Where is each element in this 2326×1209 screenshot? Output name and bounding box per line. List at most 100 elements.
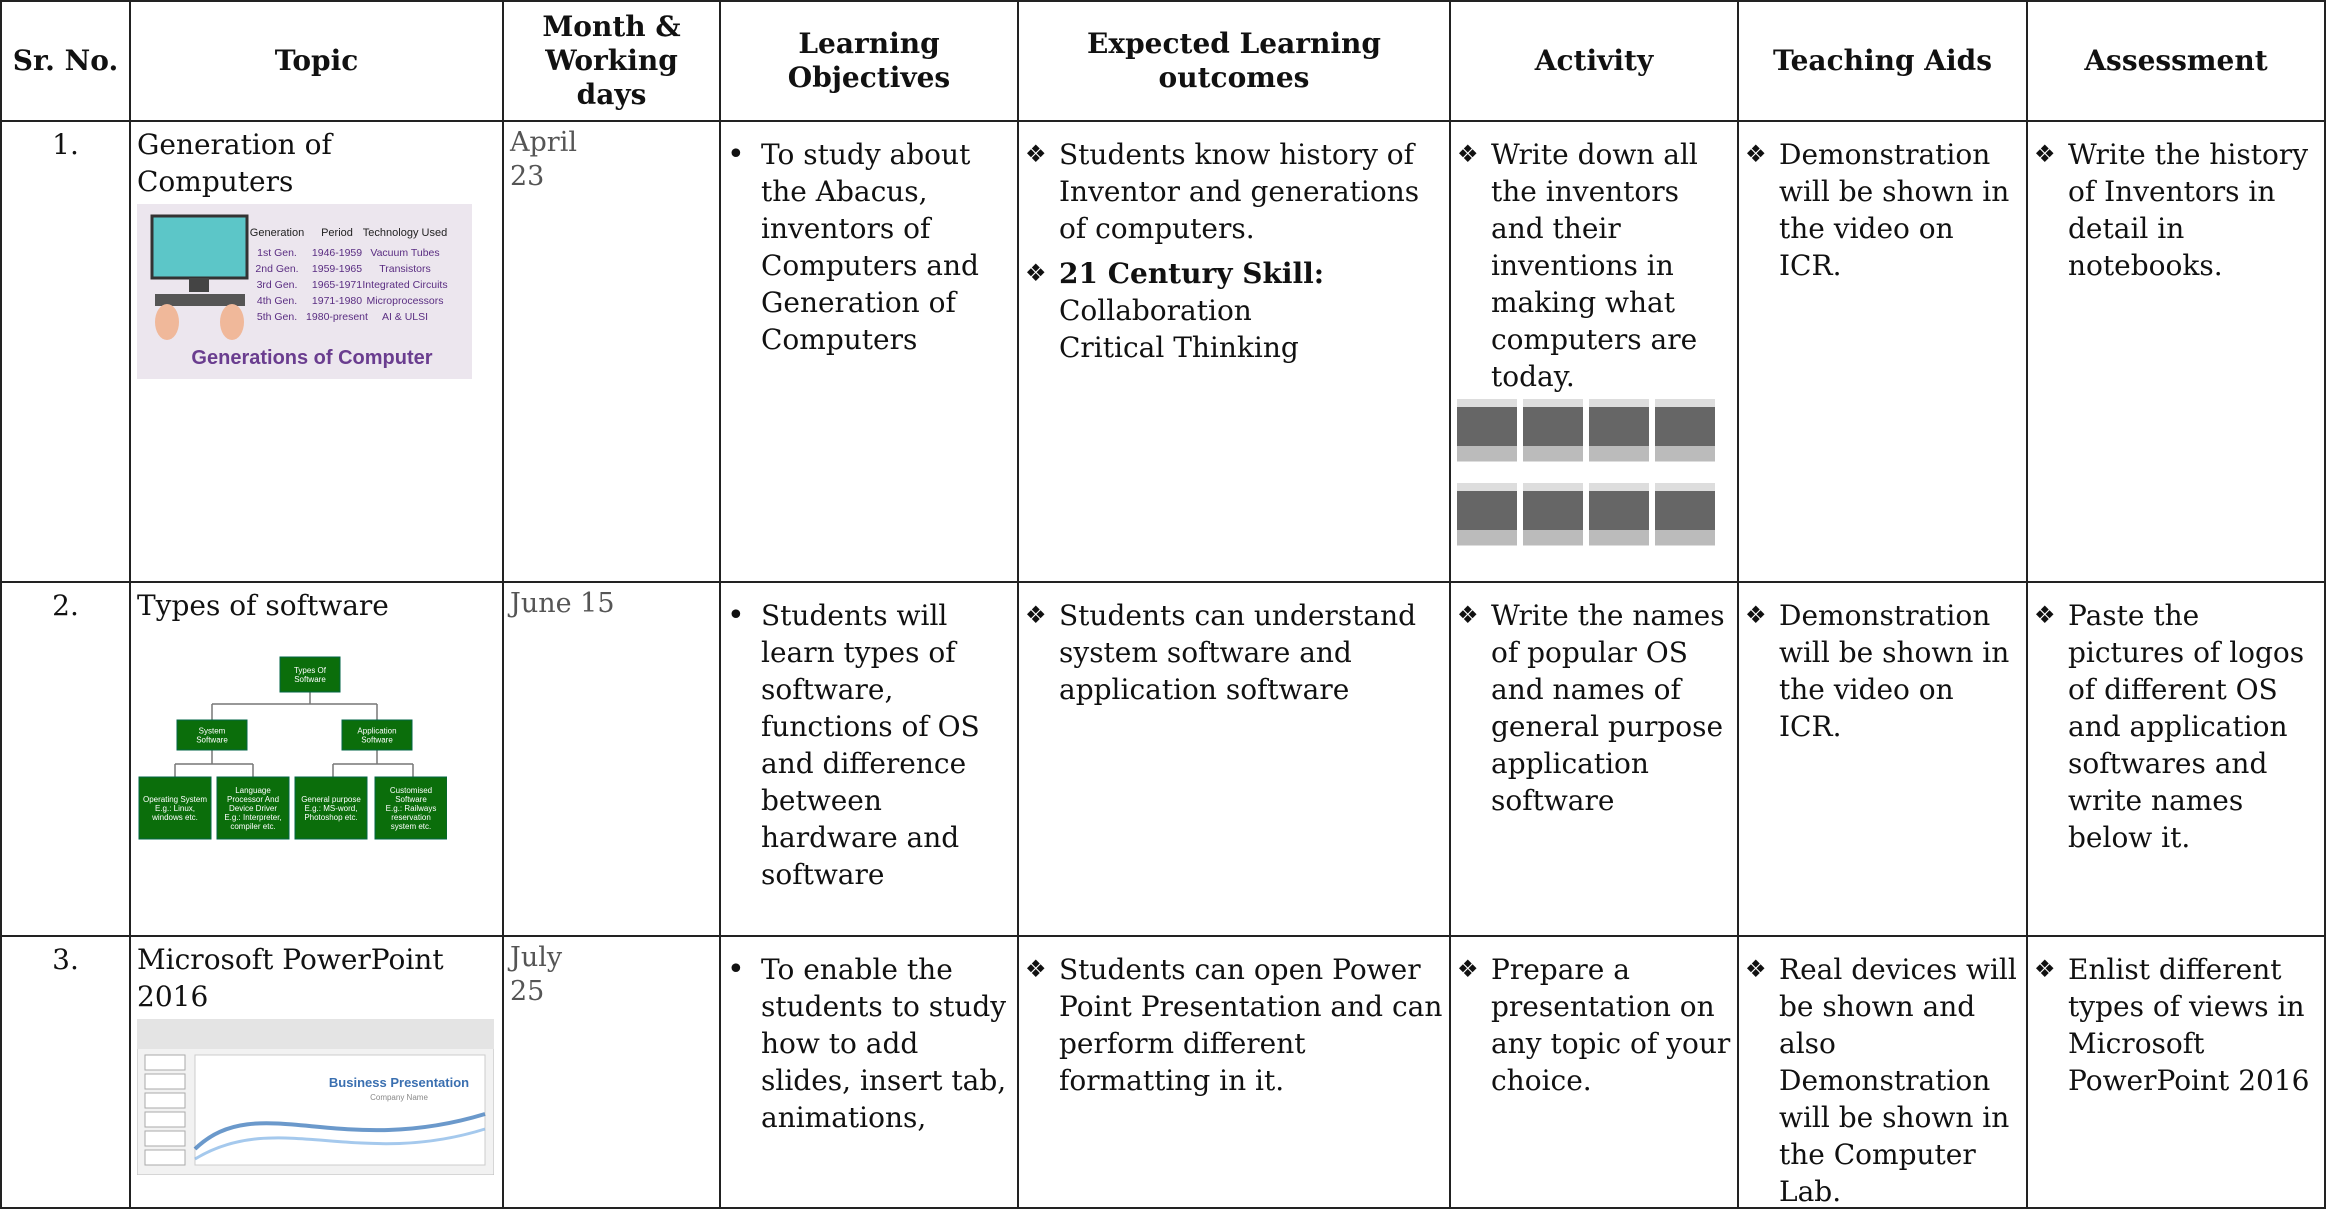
assessment-cell: Enlist different types of views in Micro… [2028, 937, 2326, 1209]
image-cell: 3rd Gen. [257, 279, 298, 291]
image-title: Generations of Computer [191, 347, 432, 369]
objective-text: Students will learn types of software, f… [727, 597, 1011, 893]
outcome-skill: 21 Century Skill: Collaboration Critical T… [1025, 255, 1443, 366]
activity-text: Write the names of popular OS and names … [1457, 597, 1731, 819]
thumbnail [144, 1130, 186, 1147]
tree-node-text: Operating System [143, 795, 207, 804]
wave [194, 1127, 486, 1161]
tree-node-text: E.g.: Railways [386, 804, 437, 813]
inventor-photo [1655, 399, 1715, 477]
thumbnail [144, 1054, 186, 1071]
image-cell: Microprocessors [366, 295, 443, 307]
assessment-text: Write the history of Inventors in detail… [2034, 136, 2318, 284]
image-cell: 1959-1965 [312, 263, 362, 275]
image-column: Period [321, 227, 353, 239]
inventor-photo [1523, 483, 1583, 561]
activity-cell: Prepare a presentation on any topic of y… [1451, 937, 1739, 1209]
tree-node-text: Device Driver [229, 804, 277, 813]
skill-line: Critical Thinking [1059, 331, 1299, 364]
image-cell: 1980-present [306, 311, 368, 323]
header-cell: Teaching Aids [1739, 0, 2028, 122]
objectives-cell: Students will learn types of software, f… [721, 583, 1019, 937]
tree-node-text: E.g.: MS-word, [305, 804, 358, 813]
month-text: 23 [510, 161, 545, 192]
tree-node-text: Application [357, 727, 396, 736]
aids-text: Demonstration will be shown in the video… [1745, 597, 2020, 745]
thumbnail [144, 1092, 186, 1109]
software-tree-image: Types OfSoftwareSystemSoftwareApplicatio… [138, 656, 447, 840]
tree-node [216, 776, 290, 840]
tree-node-text: General purpose [301, 795, 361, 804]
inventor-photo [1457, 399, 1517, 477]
image-cell: AI & ULSI [382, 311, 428, 323]
image-cell: 1971-1980 [312, 295, 362, 307]
slide [194, 1054, 486, 1166]
tree-node-text: Customised [390, 786, 432, 795]
month-cell: April 23 [504, 122, 721, 583]
assessment-cell: Write the history of Inventors in detail… [2028, 122, 2326, 583]
tree-node-text: System [199, 727, 226, 736]
tree-node [138, 776, 212, 840]
header-cell: Assessment [2028, 0, 2326, 122]
sr-cell: 2. [0, 583, 131, 937]
hand [220, 304, 244, 340]
serial-number: 2. [52, 589, 79, 622]
skill-label: 21 Century Skill: [1059, 257, 1325, 290]
inventor-photo [1523, 399, 1583, 477]
activity-text: Prepare a presentation on any topic of y… [1457, 951, 1731, 1099]
aids-cell: Demonstration will be shown in the video… [1739, 122, 2028, 583]
skill-line: Collaboration [1059, 294, 1252, 327]
keyboard [155, 294, 245, 306]
tree-node-text: Types Of [294, 666, 327, 675]
aids-cell: Real devices will be shown and also Demo… [1739, 937, 2028, 1209]
image-cell: 5th Gen. [257, 311, 297, 323]
tree-node-text: Language [235, 786, 271, 795]
tree-node-text: Software [196, 736, 228, 745]
topic-cell: Microsoft PowerPoint 2016 Business Presen… [131, 937, 504, 1209]
month-text: 25 [510, 976, 545, 1007]
month-text: July [510, 942, 563, 973]
objectives-cell: To enable the students to study how to a… [721, 937, 1019, 1209]
tree-node-text: compiler etc. [230, 822, 275, 831]
tree-node-text: Software [294, 675, 326, 684]
stand [189, 278, 209, 292]
image-column: Technology Used [363, 227, 447, 239]
wave [193, 1112, 486, 1151]
header-cell: Topic [131, 0, 504, 122]
header-text: Month & Working days [542, 10, 681, 111]
image-cell: 2nd Gen. [255, 263, 298, 275]
tree-node-text: windows etc. [151, 813, 198, 822]
tree-node [341, 719, 413, 751]
tree-node-text: system etc. [391, 822, 431, 831]
header-text: Assessment [2084, 44, 2268, 77]
topic-cell: Generation of Computers Generation Period T… [131, 122, 504, 583]
image-cell: Vacuum Tubes [370, 247, 439, 259]
header-cell: Activity [1451, 0, 1739, 122]
aids-text: Demonstration will be shown in the video… [1745, 136, 2020, 284]
image-column: Generation [250, 227, 304, 239]
aids-text: Real devices will be shown and also Demo… [1745, 951, 2020, 1207]
objective-text: To study about the Abacus, inventors of … [727, 136, 1011, 358]
activity-cell: Write the names of popular OS and names … [1451, 583, 1739, 937]
image-cell: Integrated Circuits [362, 279, 447, 291]
sr-cell: 1. [0, 122, 131, 583]
thumbnail [144, 1149, 186, 1166]
header-text: Teaching Aids [1772, 44, 1992, 77]
assessment-text: Paste the pictures of logos of different… [2034, 597, 2318, 856]
tree-node-text: Processor And [227, 795, 279, 804]
monitor [150, 214, 249, 280]
tree-node [279, 656, 341, 693]
aids-cell: Demonstration will be shown in the video… [1739, 583, 2028, 937]
inventor-photo [1589, 483, 1649, 561]
topic-text: Types of software [137, 589, 389, 622]
outcome-text: Students can understand system software … [1025, 597, 1443, 708]
slide-subtitle: Company Name [370, 1093, 428, 1102]
assessment-text: Enlist different types of views in Micro… [2034, 951, 2318, 1099]
header-cell: Month & Working days [504, 0, 721, 122]
generations-image: Generation Period Technology Used 1st Gen. 1… [137, 204, 472, 379]
inventor-photo [1457, 483, 1517, 561]
activity-text: Write down all the inventors and their i… [1457, 136, 1731, 395]
powerpoint-image: Business Presentation Company Name [137, 1019, 494, 1175]
header-cell: Sr. No. [0, 0, 131, 122]
